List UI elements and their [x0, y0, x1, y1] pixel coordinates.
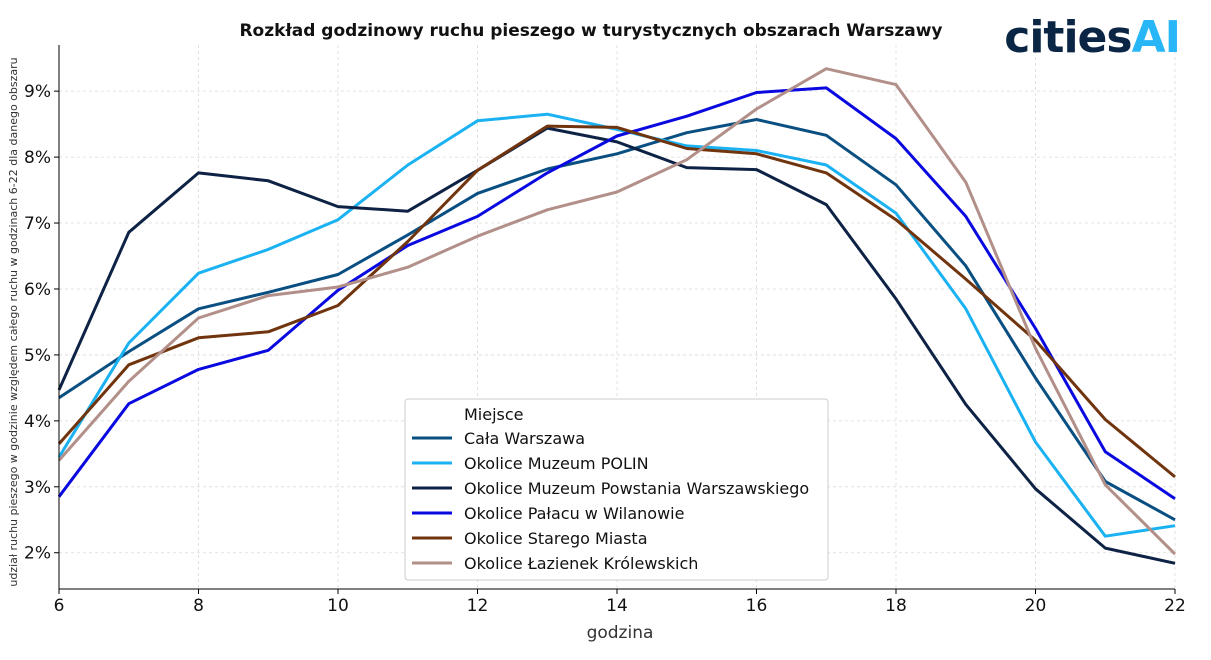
- x-axis-label: godzina: [587, 623, 654, 643]
- y-tick-label: 6%: [24, 280, 51, 300]
- y-tick-label: 7%: [24, 214, 51, 234]
- legend: Miejsce Cała Warszawa Okolice Muzeum POLI…: [404, 398, 829, 581]
- cities-ai-logo: citiesAI: [1004, 12, 1181, 63]
- legend-label: Cała Warszawa: [464, 429, 585, 448]
- legend-label: Okolice Muzeum Powstania Warszawskiego: [464, 479, 809, 498]
- series-line-6: [57, 67, 1177, 556]
- series-line-1: [58, 118, 1176, 522]
- chart-title: Rozkład godzinowy ruchu pieszego w turys…: [239, 21, 942, 41]
- legend-label: Okolice Pałacu w Wilanowie: [464, 504, 684, 523]
- x-tick-label: 6: [54, 596, 65, 616]
- x-tick-label: 16: [746, 596, 768, 616]
- series-lines: [57, 67, 1177, 565]
- series-line-4: [57, 86, 1176, 500]
- legend-box: [404, 398, 829, 581]
- x-tick-label: 18: [885, 596, 907, 616]
- x-tick-label: 8: [193, 596, 204, 616]
- x-tick-label: 22: [1164, 596, 1186, 616]
- series-line-5: [57, 124, 1176, 479]
- x-tick-label: 10: [327, 596, 349, 616]
- svg-text:citiesAI: citiesAI: [1004, 12, 1180, 63]
- x-tick-label: 20: [1025, 596, 1047, 616]
- y-tick-label: 4%: [24, 412, 51, 432]
- grid: [59, 45, 1176, 589]
- y-tick-label: 8%: [24, 148, 51, 168]
- legend-title: Miejsce: [464, 405, 524, 424]
- legend-label: Okolice Muzeum POLIN: [464, 454, 649, 473]
- x-tick-label: 14: [606, 596, 628, 616]
- series-line-2: [57, 112, 1176, 538]
- x-tick-label: 12: [467, 596, 489, 616]
- y-tick-label: 3%: [24, 478, 51, 498]
- legend-label: Okolice Łazienek Królewskich: [464, 554, 698, 573]
- y-tick-label: 9%: [24, 82, 51, 102]
- y-tick-label: 5%: [24, 346, 51, 366]
- series-line-3: [57, 126, 1176, 565]
- legend-label: Okolice Starego Miasta: [464, 529, 648, 548]
- logo-text-accent: AI: [1132, 12, 1180, 63]
- y-tick-label: 2%: [24, 544, 51, 564]
- axes: 6 8 10 12 14 16 18 20 22 2% 3% 4% 5% 6% 7% 8% 9%: [24, 45, 1186, 616]
- logo-text-main: cities: [1004, 12, 1131, 63]
- y-axis-label: udział ruchu pieszego w godzinie względe…: [7, 57, 20, 586]
